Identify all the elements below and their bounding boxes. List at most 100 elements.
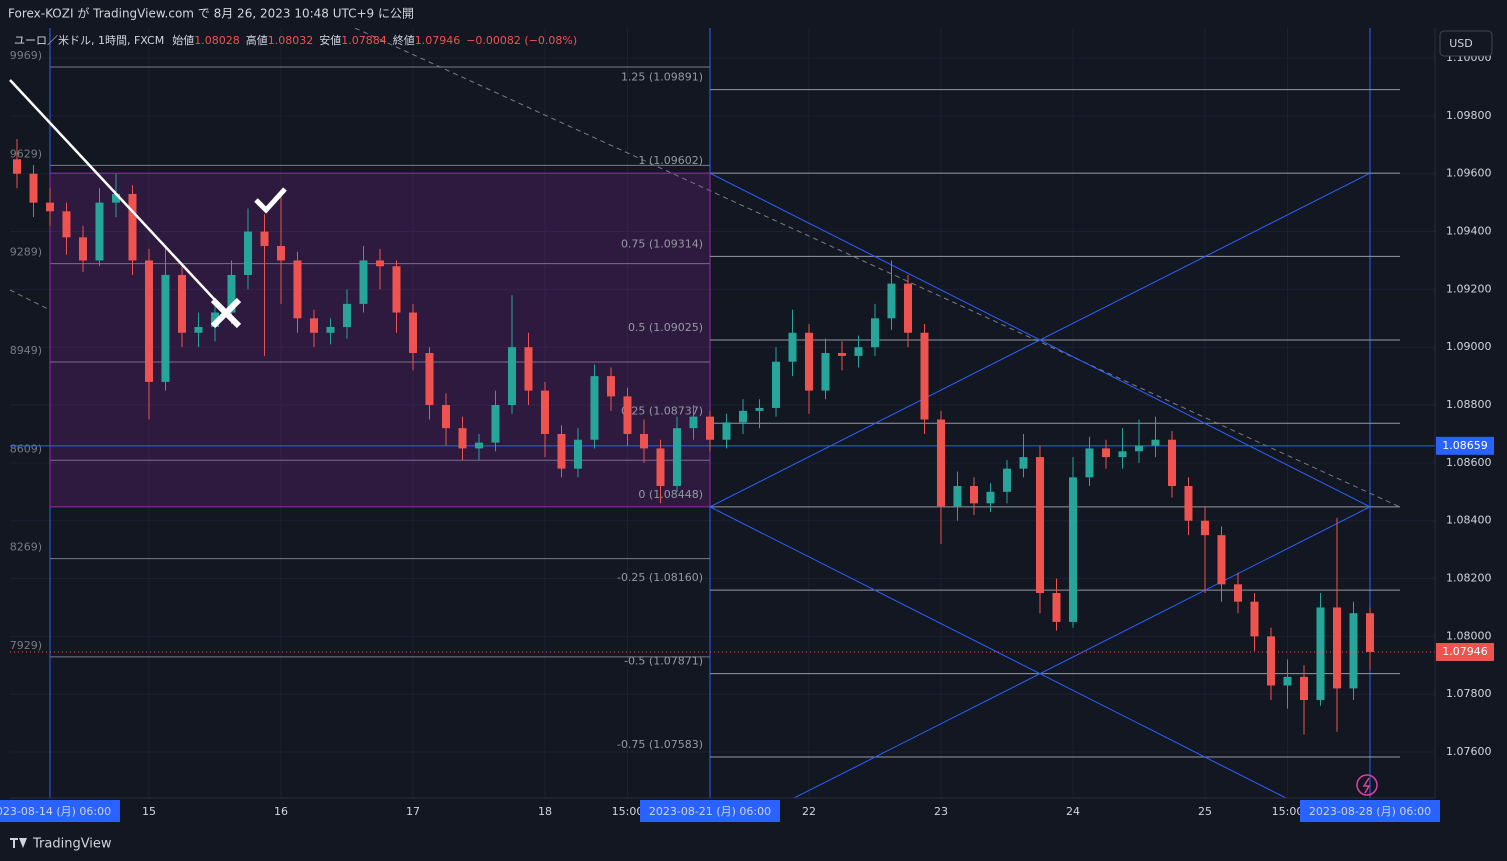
ohlc-value: 1.08032 [268,34,314,47]
candle-body [986,491,995,504]
alert-icon-bolt [1362,777,1371,794]
y-tick-label: 1.07600 [1446,745,1492,758]
check-mark [254,187,287,214]
candle-body [1233,584,1242,602]
candle-body [161,274,170,382]
candle-body [276,246,285,261]
candle-body [441,405,450,429]
y-tick-label: 1.08000 [1446,629,1492,642]
fib-label: (1.08949) [0,344,42,357]
dashed-trendline [10,289,51,311]
brand-logo [10,838,27,848]
symbol-legend: ユーロ／米ドル, 1時間, FXCM 始値1.08028 高値1.08032 安値1.… [14,33,577,47]
x-tick-label: 18 [538,805,552,818]
candle-body [755,407,764,411]
candle-body [771,361,780,408]
candle-body [1184,486,1193,521]
y-tick-label: 1.08800 [1446,398,1492,411]
fib-label: 1 (1.09602) [638,154,703,167]
candle-body [1019,457,1028,469]
y-tick-label: 1.09800 [1446,109,1492,122]
currency-label[interactable]: USD [1449,37,1473,50]
fib-label: 0.25 (1.08737) [621,404,703,417]
x-tick-label: 2023-08-21 (月) 06:00 [649,805,771,818]
fib-label: (1.08609) [0,442,42,455]
candle-body [689,416,698,429]
candle-body [342,303,351,327]
candle-body [969,486,978,504]
fib-label: -0.25 (1.08160) [617,571,703,584]
candle-body [1002,468,1011,492]
candle-body [887,283,896,319]
candle-body [408,312,417,354]
candle-body [738,410,747,423]
y-tick-label: 1.09000 [1446,340,1492,353]
candle-body [1134,445,1143,452]
fib-label: 0.5 (1.09025) [628,321,703,334]
x-tick-label: 15:00 [612,805,644,818]
x-tick-label: 25 [1198,805,1212,818]
candle-body [45,202,54,212]
candle-body [1349,613,1358,689]
candle-body [458,428,467,449]
fib-label: (1.08269) [0,541,42,554]
fib-label: 0.75 (1.09314) [621,237,703,250]
candle-body [78,237,87,261]
legend: ユーロ／米ドル, 1時間, FXCM 始値1.08028 高値1.08032 安値1.… [14,33,577,47]
fib-label: -0.5 (1.07871) [624,655,703,668]
candle-body [1316,607,1325,700]
price-badge-label: 1.08659 [1442,439,1488,452]
ohlc-label: 高値 [246,33,268,47]
x-tick-label: 23 [934,805,948,818]
candle-body [1283,676,1292,686]
publish-title: Forex-KOZI が TradingView.com で 8月 26, 20… [8,6,414,21]
candle-body [375,260,384,267]
candle-body [903,283,912,333]
candle-body [425,353,434,406]
brand-name: TradingView [32,837,112,852]
drawings [9,79,1378,796]
candle-body [672,428,681,487]
candle-body [243,231,252,275]
y-tick-label: 1.07800 [1446,687,1492,700]
candle-body [573,439,582,469]
candle-body [227,274,236,313]
dashed-trendline [354,28,1401,508]
candle-body [260,231,269,247]
candle-body [557,433,566,469]
candle-body [144,260,153,382]
candle-body [1101,448,1110,458]
candle-body [326,326,335,333]
candle-body [590,376,599,440]
candle-body [953,486,962,507]
white-trendline [9,79,216,301]
currency-button[interactable] [1439,30,1493,57]
candle-body [29,173,38,203]
y-tick-label: 1.09200 [1446,282,1492,295]
candle-body [1118,451,1127,458]
candle-body [1217,535,1226,585]
candle-body [722,422,731,440]
y-tick-label: 1.09600 [1446,167,1492,180]
candle-body [1085,448,1094,478]
candle-body [309,318,318,333]
x-tick-label: 16 [274,805,288,818]
candle-body [804,332,813,391]
price-badge [1436,642,1494,661]
candle-body [12,159,21,174]
candle-body [1068,477,1077,622]
pattern-line [792,506,1371,798]
cross-mark [210,297,242,329]
y-tick-label: 1.09400 [1446,225,1492,238]
plot-area: (1.09969) (1.09629) (1.09289) (1.08949) (1.0… [0,28,1435,798]
time-badge [639,800,780,822]
ohlc-value: 1.07946 [415,34,461,47]
candle-body [1299,676,1308,700]
candle-body [111,193,120,203]
fib-label: (1.09289) [0,246,42,259]
axes: 1.100001.098001.096001.094001.092001.090… [0,51,1494,822]
candle-body [491,405,500,443]
alert-icon [1356,774,1378,796]
